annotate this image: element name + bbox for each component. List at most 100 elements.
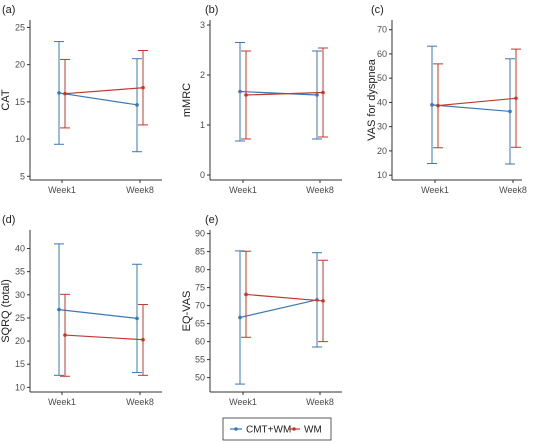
y-tick-label: 40 bbox=[15, 244, 25, 254]
data-point bbox=[135, 316, 139, 321]
y-tick-label: 20 bbox=[377, 146, 387, 156]
chart-panel-4: (d) 10 15 20 25 30 35 40 Week1 Week8 SQRQ (total) bbox=[0, 214, 162, 407]
data-point bbox=[430, 103, 434, 107]
series-wm bbox=[60, 293, 148, 377]
panel-label: (a) bbox=[2, 4, 15, 16]
legend-item: WM bbox=[288, 425, 322, 436]
series-cmt-wm bbox=[54, 41, 142, 153]
series-line bbox=[437, 97, 517, 107]
y-tick-label: 20 bbox=[15, 336, 25, 346]
y-tick-label: 55 bbox=[195, 355, 205, 365]
y-tick-label: 1 bbox=[200, 120, 205, 130]
legend-box bbox=[222, 417, 332, 441]
data-point bbox=[63, 333, 67, 337]
y-tick-label: 70 bbox=[377, 25, 387, 35]
series-line bbox=[58, 309, 138, 320]
series-cmt-wm bbox=[54, 243, 142, 376]
y-axis-label: EQ-VAS bbox=[181, 291, 193, 332]
chart-panel-2: (b) 0 1 2 3 Week1 Week8 mMRC bbox=[181, 4, 342, 195]
data-point bbox=[57, 91, 61, 95]
series-line bbox=[431, 104, 511, 112]
y-tick-label: 15 bbox=[15, 97, 25, 107]
data-point bbox=[244, 292, 248, 297]
y-tick-label: 90 bbox=[195, 229, 205, 239]
y-tick-label: 20 bbox=[15, 60, 25, 70]
y-tick-label: 30 bbox=[15, 290, 25, 300]
data-point bbox=[57, 307, 61, 312]
y-axis-label: CAT bbox=[0, 89, 12, 110]
y-tick-label: 10 bbox=[15, 134, 25, 144]
data-point bbox=[135, 103, 139, 107]
y-tick-label: 60 bbox=[195, 337, 205, 347]
series-cmt-wm bbox=[235, 250, 322, 385]
series-line bbox=[239, 90, 318, 96]
panel-label: (d) bbox=[2, 214, 15, 226]
series-line bbox=[64, 87, 144, 95]
y-tick-label: 10 bbox=[377, 170, 387, 180]
y-tick-label: 3 bbox=[200, 20, 205, 30]
x-tick-label: Week1 bbox=[229, 397, 257, 407]
x-tick-label: Week1 bbox=[421, 185, 449, 195]
chart-panel-1: (a) 5 10 15 20 25 Week1 Week8 CAT bbox=[0, 4, 162, 195]
y-axis-label: mMRC bbox=[181, 83, 193, 117]
data-point bbox=[141, 85, 145, 90]
data-point bbox=[436, 103, 440, 108]
data-point bbox=[514, 96, 518, 101]
legend-marker bbox=[292, 427, 296, 431]
series-line bbox=[245, 293, 324, 302]
y-tick-label: 2 bbox=[200, 70, 205, 80]
data-point bbox=[508, 109, 512, 114]
series-line bbox=[239, 299, 318, 319]
y-tick-label: 70 bbox=[195, 301, 205, 311]
series-cmt-wm bbox=[235, 42, 322, 142]
chart-panel-5: (e) 50 55 60 65 70 75 80 85 90 Week1 Week8 EQ-VAS bbox=[181, 214, 342, 407]
chart-panel-3: (c) 10 20 30 40 50 60 70 Week1 Week8 VAS for dyspn… bbox=[366, 4, 527, 195]
y-tick-label: 60 bbox=[377, 49, 387, 59]
legend: CMT+WM WM bbox=[222, 417, 332, 441]
x-tick-label: Week1 bbox=[48, 185, 76, 195]
data-point bbox=[238, 315, 242, 320]
x-tick-label: Week8 bbox=[306, 397, 334, 407]
series-wm bbox=[60, 50, 148, 129]
data-point bbox=[321, 299, 325, 303]
series-wm bbox=[241, 250, 328, 343]
series-wm bbox=[241, 47, 328, 140]
panel-label: (c) bbox=[371, 4, 384, 16]
y-tick-label: 10 bbox=[15, 382, 25, 392]
y-tick-label: 40 bbox=[377, 97, 387, 107]
series-line bbox=[245, 91, 324, 96]
y-tick-label: 15 bbox=[15, 359, 25, 369]
data-point bbox=[141, 337, 145, 342]
series-line bbox=[64, 334, 144, 341]
y-tick-label: 75 bbox=[195, 283, 205, 293]
y-axis-label: SQRQ (total) bbox=[0, 279, 12, 343]
series-cmt-wm bbox=[427, 45, 515, 165]
y-tick-label: 80 bbox=[195, 265, 205, 275]
data-point bbox=[238, 89, 242, 94]
x-tick-label: Week1 bbox=[48, 397, 76, 407]
legend-item: CMT+WM bbox=[230, 425, 291, 436]
y-tick-label: 85 bbox=[195, 247, 205, 257]
panel-label: (e) bbox=[205, 214, 218, 226]
series-wm bbox=[433, 48, 521, 149]
x-tick-label: Week1 bbox=[229, 185, 257, 195]
panel-label: (b) bbox=[205, 4, 218, 16]
data-point bbox=[63, 91, 67, 96]
legend-marker bbox=[234, 427, 238, 431]
y-tick-label: 50 bbox=[377, 73, 387, 83]
data-point bbox=[321, 90, 325, 95]
y-tick-label: 25 bbox=[15, 22, 25, 32]
data-point bbox=[315, 93, 319, 97]
y-tick-label: 0 bbox=[200, 170, 205, 180]
x-tick-label: Week8 bbox=[306, 185, 334, 195]
y-tick-label: 25 bbox=[15, 313, 25, 323]
data-point bbox=[244, 93, 248, 97]
x-tick-label: Week8 bbox=[126, 397, 154, 407]
y-tick-label: 35 bbox=[15, 267, 25, 277]
legend-label: CMT+WM bbox=[246, 425, 291, 436]
x-tick-label: Week8 bbox=[499, 185, 527, 195]
series-line bbox=[58, 92, 138, 106]
y-tick-label: 30 bbox=[377, 122, 387, 132]
y-tick-label: 65 bbox=[195, 319, 205, 329]
